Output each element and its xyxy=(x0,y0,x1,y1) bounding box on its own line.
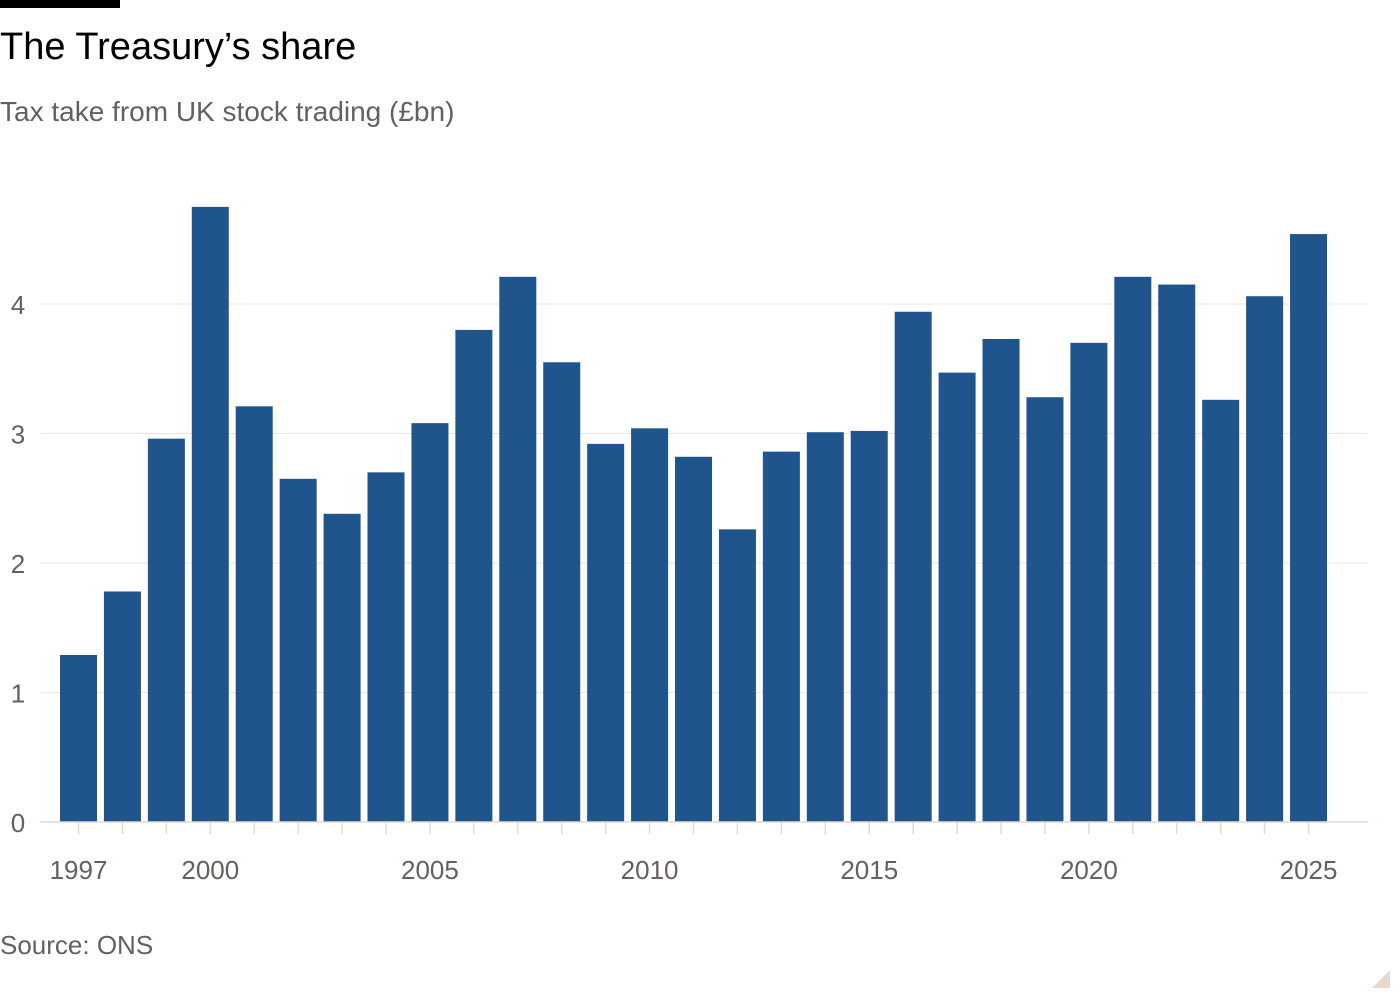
bar-2008 xyxy=(543,362,581,822)
x-tick-label: 2005 xyxy=(401,855,459,885)
bar-2002 xyxy=(279,478,317,822)
bar-2024 xyxy=(1246,296,1284,823)
corner-mark xyxy=(1372,970,1390,988)
bar-2016 xyxy=(894,311,932,822)
axes: 0 1 2 3 4 1997 2000 2005 2010 2015 2020 2025 xyxy=(11,290,1368,885)
bar-1998 xyxy=(103,591,141,822)
x-tick-label: 2015 xyxy=(840,855,898,885)
x-tick-label: 1997 xyxy=(50,855,108,885)
bar-1997 xyxy=(60,654,97,822)
bars xyxy=(60,206,1328,823)
y-tick-label: 1 xyxy=(11,679,25,709)
bar-2013 xyxy=(762,451,800,822)
bar-2014 xyxy=(806,432,844,822)
bar-2019 xyxy=(1026,397,1064,822)
bar-2011 xyxy=(675,456,713,822)
bar-2010 xyxy=(631,428,669,822)
bar-1999 xyxy=(147,438,185,822)
bar-2021 xyxy=(1114,276,1152,822)
source-note: Source: ONS xyxy=(0,930,154,960)
bar-2000 xyxy=(191,206,229,822)
bar-2003 xyxy=(323,513,361,822)
chart-subtitle: Tax take from UK stock trading (£bn) xyxy=(0,96,455,127)
bar-2015 xyxy=(850,430,888,822)
bar-2017 xyxy=(938,372,976,822)
bar-2020 xyxy=(1070,342,1108,822)
x-tick-label: 2020 xyxy=(1060,855,1118,885)
bar-2009 xyxy=(587,443,625,822)
x-tick-label: 2025 xyxy=(1280,855,1338,885)
bar-2025 xyxy=(1290,234,1328,822)
top-rule xyxy=(0,0,120,8)
bar-2018 xyxy=(982,338,1020,822)
y-tick-label: 2 xyxy=(11,549,25,579)
bar-2022 xyxy=(1158,284,1196,822)
chart-title: The Treasury’s share xyxy=(0,26,357,68)
y-tick-label: 3 xyxy=(11,420,25,450)
bar-2006 xyxy=(455,329,493,822)
bar-2012 xyxy=(718,529,756,822)
bar-2004 xyxy=(367,472,405,822)
y-tick-label: 4 xyxy=(11,290,25,320)
y-tick-label: 0 xyxy=(11,808,25,838)
bar-2005 xyxy=(411,423,449,822)
x-tick-label: 2000 xyxy=(181,855,239,885)
bar-2001 xyxy=(235,406,273,822)
bar-2023 xyxy=(1202,399,1240,822)
x-tick-label: 2010 xyxy=(621,855,679,885)
bar-2007 xyxy=(499,276,537,822)
